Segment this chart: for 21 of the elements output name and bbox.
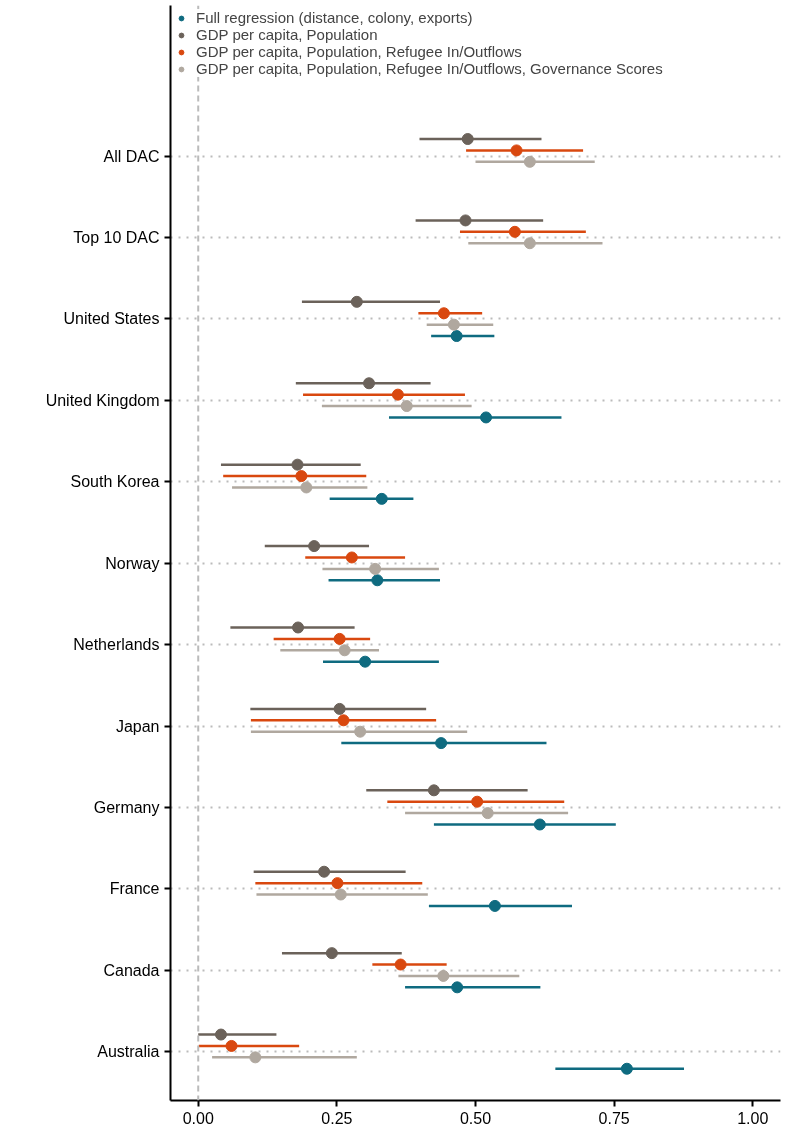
x-tick-label: 0.75 <box>598 1109 630 1127</box>
x-tick-label: 1.00 <box>737 1109 769 1127</box>
y-tick-label: Australia <box>97 1043 160 1061</box>
y-tick-label: Canada <box>103 961 160 979</box>
y-tick-label: All DAC <box>103 147 160 165</box>
y-tick-label: Top 10 DAC <box>73 229 160 247</box>
legend-label: GDP per capita, Population <box>196 26 378 43</box>
x-tick-label: 0.25 <box>321 1109 353 1127</box>
x-tick-label: 0.50 <box>459 1109 492 1127</box>
y-tick-label: United Kingdom <box>45 391 160 409</box>
y-tick-label: United States <box>63 310 160 328</box>
legend-label: GDP per capita, Population, Refugee In/Outflows, Governance Scores <box>196 60 663 77</box>
y-tick-label: Germany <box>93 798 160 816</box>
y-tick-label: Norway <box>105 554 160 572</box>
y-tick-label: South Korea <box>70 473 160 491</box>
y-tick-label: France <box>109 880 160 898</box>
y-tick-label: Netherlands <box>73 636 160 654</box>
x-tick-label: 0.00 <box>182 1109 214 1127</box>
legend-label: GDP per capita, Population, Refugee In/Outflows <box>196 43 522 60</box>
legend-label: Full regression (distance, colony, exports) <box>196 9 473 26</box>
y-tick-label: Japan <box>115 717 160 735</box>
